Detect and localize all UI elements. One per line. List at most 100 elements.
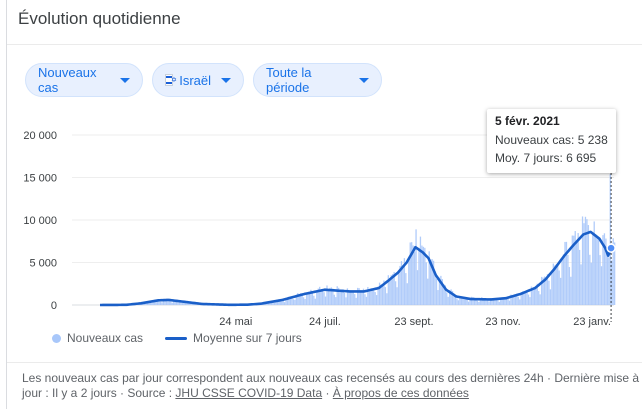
x-tick-label: 24 juil.: [309, 316, 341, 328]
daily-case-bar: [330, 287, 333, 305]
daily-case-bar: [323, 292, 325, 305]
daily-case-bar: [168, 299, 170, 305]
daily-case-bar: [178, 300, 181, 305]
location-filter-chip[interactable]: ✡ Israël: [152, 63, 244, 97]
daily-case-bar: [283, 302, 286, 305]
about-data-link[interactable]: À propos de ces données: [332, 386, 469, 400]
daily-case-bar: [387, 275, 389, 305]
daily-case-bar: [596, 237, 598, 305]
daily-case-bar: [317, 288, 319, 305]
daily-case-bar: [406, 283, 408, 305]
daily-case-bar: [562, 254, 565, 305]
daily-case-bar: [365, 296, 368, 305]
tooltip-cases-value: 5 238: [577, 133, 608, 147]
daily-case-bar: [600, 266, 603, 305]
daily-case-bar: [311, 292, 314, 305]
daily-case-bar: [597, 238, 600, 305]
daily-case-bar: [574, 231, 576, 305]
daily-case-bar: [351, 291, 353, 305]
daily-case-bar: [571, 235, 573, 305]
daily-case-bar: [384, 287, 387, 305]
daily-case-bar: [308, 292, 311, 305]
daily-case-bar: [533, 288, 535, 305]
daily-case-bar: [346, 288, 349, 305]
daily-case-bar: [297, 293, 299, 305]
daily-case-bar: [457, 300, 460, 305]
daily-case-bar: [294, 299, 296, 305]
daily-case-bar: [291, 297, 293, 305]
daily-case-bar: [526, 292, 528, 305]
page-title: Évolution quotidienne: [18, 9, 181, 28]
daily-case-bar: [454, 296, 457, 305]
daily-case-bar: [400, 261, 403, 305]
daily-case-bar: [348, 290, 350, 305]
daily-case-bar: [539, 294, 541, 305]
daily-case-bar: [554, 265, 556, 305]
daily-case-bar: [357, 287, 359, 305]
daily-case-bar: [386, 293, 388, 305]
daily-case-bar: [497, 300, 499, 305]
daily-case-bar: [552, 263, 554, 305]
tooltip-cases-row: Nouveaux cas: 5 238: [495, 133, 608, 147]
daily-case-bar: [171, 302, 173, 305]
daily-case-bar: [446, 292, 448, 305]
daily-case-bar: [409, 242, 411, 305]
daily-case-bar: [342, 289, 344, 305]
daily-case-bar: [343, 292, 346, 305]
daily-case-bar: [301, 293, 303, 305]
title-divider: [7, 44, 642, 45]
daily-case-bar: [181, 303, 184, 305]
daily-case-bar: [422, 246, 425, 305]
daily-case-bar: [523, 291, 525, 305]
daily-case-bar: [402, 268, 404, 305]
daily-case-bar: [170, 301, 172, 305]
daily-case-bar: [587, 225, 590, 305]
daily-case-bar: [478, 301, 480, 305]
metric-filter-label: Nouveaux cas: [38, 65, 97, 95]
daily-case-bar: [565, 241, 568, 305]
period-filter-chip[interactable]: Toute la période: [253, 63, 382, 97]
y-tick-label: 10 000: [23, 215, 57, 227]
daily-case-bar: [479, 298, 481, 305]
daily-case-bar: [510, 294, 512, 305]
tooltip-cases-label: Nouveaux cas:: [495, 133, 575, 147]
daily-case-bar: [573, 235, 575, 305]
daily-case-bar: [327, 289, 330, 305]
daily-case-bar: [463, 297, 465, 305]
daily-case-bar: [576, 240, 578, 305]
daily-case-bar: [462, 296, 464, 305]
daily-case-bar: [263, 303, 265, 305]
daily-case-bar: [498, 301, 500, 305]
daily-case-bar: [345, 297, 347, 305]
daily-case-bar: [570, 276, 572, 305]
daily-case-bar: [419, 236, 422, 305]
daily-case-bar: [443, 284, 445, 305]
card-frame: [6, 0, 642, 409]
daily-case-bar: [152, 300, 154, 305]
x-axis-labels: 24 mai 24 juil. 23 sept. 23 nov. 23 janv.: [219, 316, 611, 328]
x-tick-label: 23 sept.: [394, 316, 433, 328]
daily-case-bar: [605, 238, 607, 305]
daily-case-bar: [543, 276, 546, 305]
daily-case-bar: [561, 259, 563, 305]
daily-case-bar: [557, 265, 559, 305]
daily-case-bar: [316, 289, 318, 305]
daily-case-bar: [602, 235, 604, 305]
location-filter-label: Israël: [179, 72, 211, 88]
daily-case-bar: [393, 271, 395, 305]
daily-case-bar: [437, 290, 439, 305]
daily-case-bar: [535, 287, 537, 305]
daily-case-bar: [307, 292, 309, 305]
daily-case-bar: [326, 285, 328, 305]
daily-case-bar: [295, 294, 297, 305]
daily-case-bar: [333, 294, 335, 305]
source-link[interactable]: JHU CSSE COVID-19 Data: [175, 386, 323, 400]
daily-case-bar: [586, 219, 588, 305]
daily-case-bar: [460, 296, 462, 305]
daily-case-bar: [368, 290, 370, 305]
daily-case-bar: [505, 297, 508, 305]
metric-filter-chip[interactable]: Nouveaux cas: [25, 63, 143, 97]
daily-case-bar: [472, 297, 474, 305]
daily-case-bar: [175, 300, 178, 305]
